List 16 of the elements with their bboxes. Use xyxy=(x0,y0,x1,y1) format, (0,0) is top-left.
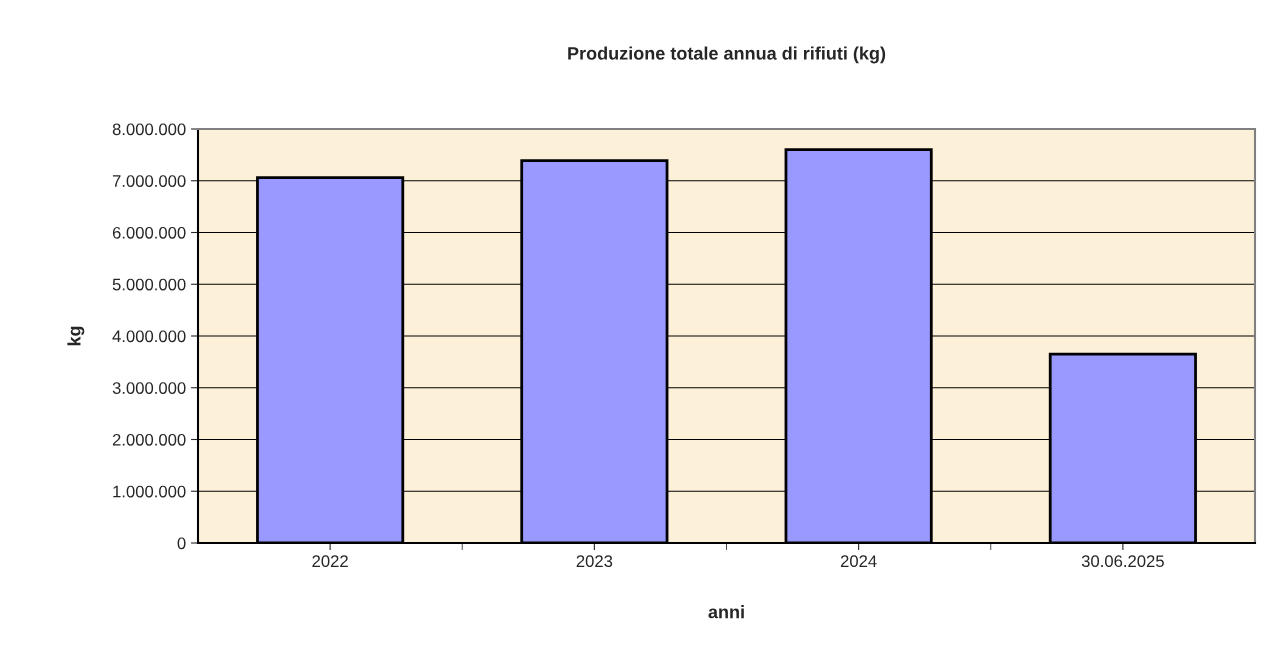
chart-title: Produzione totale annua di rifiuti (kg) xyxy=(568,46,886,64)
y-tick-label: 1.000.000 xyxy=(113,485,186,498)
y-tick-label: 2.000.000 xyxy=(112,433,186,446)
x-tick-label: 30.06.2025 xyxy=(1081,555,1164,568)
y-tick-label: 7.000.000 xyxy=(112,175,186,187)
y-tick-label: 8.000.000 xyxy=(112,123,186,136)
y-tick-label: 6.000.000 xyxy=(112,226,186,239)
x-tick-label: 2022 xyxy=(312,555,348,568)
y-tick-label: 4.000.000 xyxy=(112,330,186,343)
y-axis-title: kg xyxy=(67,326,85,346)
x-axis-title: anni xyxy=(708,605,744,619)
x-tick-label: 2024 xyxy=(840,555,877,568)
y-tick-label: 3.000.000 xyxy=(112,382,186,394)
x-tick-label: 2023 xyxy=(576,555,613,568)
y-tick-label: 0 xyxy=(177,537,186,550)
y-tick-label: 5.000.000 xyxy=(112,278,186,291)
